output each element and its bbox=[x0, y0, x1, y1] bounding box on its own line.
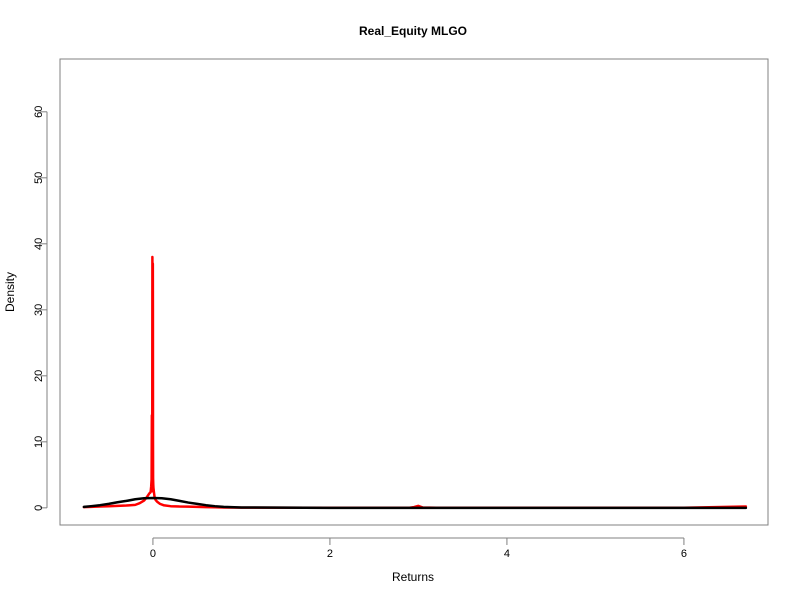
plot-frame bbox=[59, 58, 769, 526]
y-tick-label: 30 bbox=[33, 304, 45, 316]
y-axis: 0 10 20 30 40 50 60 bbox=[33, 106, 48, 511]
x-axis: 0 2 4 6 bbox=[150, 537, 687, 560]
empirical-density-line bbox=[82, 255, 748, 509]
x-tick-label: 4 bbox=[504, 548, 510, 560]
x-axis-label: Returns bbox=[392, 570, 434, 584]
series-layer bbox=[82, 255, 748, 510]
y-tick-label: 60 bbox=[33, 106, 45, 118]
x-tick-label: 0 bbox=[150, 548, 156, 560]
y-tick-label: 10 bbox=[33, 436, 45, 448]
y-tick-label: 40 bbox=[33, 238, 45, 250]
y-tick-label: 0 bbox=[33, 505, 45, 511]
y-tick-label: 50 bbox=[33, 172, 45, 184]
y-axis-label: Density bbox=[3, 272, 17, 312]
x-tick-label: 6 bbox=[681, 548, 687, 560]
y-tick-label: 20 bbox=[33, 370, 45, 382]
chart-title: Real_Equity MLGO bbox=[359, 24, 467, 38]
normal-density-line bbox=[82, 496, 748, 510]
x-tick-label: 2 bbox=[327, 548, 333, 560]
